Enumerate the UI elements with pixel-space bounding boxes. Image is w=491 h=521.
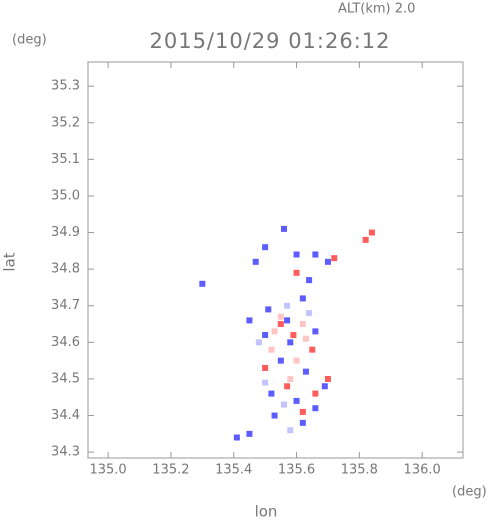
echo-cell bbox=[262, 332, 269, 339]
echo-cell bbox=[252, 258, 259, 265]
echo-cell bbox=[299, 408, 306, 415]
echo-cell bbox=[233, 434, 240, 441]
echo-cell bbox=[246, 430, 253, 437]
echo-cell bbox=[280, 225, 287, 232]
echo-cell bbox=[368, 229, 375, 236]
y-tick-label: 34.5 bbox=[51, 371, 80, 386]
echo-cell bbox=[293, 357, 300, 364]
echo-cell bbox=[290, 332, 297, 339]
echo-cell bbox=[293, 251, 300, 258]
echo-cell bbox=[299, 295, 306, 302]
echo-cell bbox=[312, 328, 319, 335]
y-tick-label: 35.1 bbox=[51, 152, 80, 167]
echo-cell bbox=[287, 427, 294, 434]
echo-cell bbox=[268, 346, 275, 353]
echo-cell bbox=[287, 375, 294, 382]
x-tick-label: 135.2 bbox=[152, 463, 189, 478]
echo-cell bbox=[199, 280, 206, 287]
y-tick-label: 34.7 bbox=[51, 298, 80, 313]
x-tick-label: 135.6 bbox=[278, 463, 315, 478]
echo-cell bbox=[309, 346, 316, 353]
plot-frame bbox=[87, 61, 464, 459]
echo-cell bbox=[268, 390, 275, 397]
echo-cell bbox=[324, 258, 331, 265]
echo-cell bbox=[362, 236, 369, 243]
echo-cell bbox=[271, 412, 278, 419]
echo-cell bbox=[299, 419, 306, 426]
echo-cell bbox=[284, 302, 291, 309]
y-tick-label: 34.6 bbox=[51, 335, 80, 350]
echo-cell bbox=[312, 251, 319, 258]
echo-cell bbox=[277, 321, 284, 328]
echo-cell bbox=[312, 405, 319, 412]
chart-title: 2015/10/29 01:26:12 bbox=[149, 29, 390, 53]
echo-cell bbox=[271, 328, 278, 335]
echo-cell bbox=[331, 255, 338, 262]
echo-cell bbox=[265, 306, 272, 313]
echo-cell bbox=[321, 383, 328, 390]
y-tick-label: 35.3 bbox=[51, 79, 80, 94]
echo-cell bbox=[284, 317, 291, 324]
echo-cell bbox=[277, 357, 284, 364]
echo-cell bbox=[287, 339, 294, 346]
y-tick-label: 34.4 bbox=[51, 408, 80, 423]
echo-cell bbox=[255, 339, 262, 346]
y-tick-label: 35.0 bbox=[51, 188, 80, 203]
x-unit: (deg) bbox=[452, 485, 487, 500]
echo-cell bbox=[324, 375, 331, 382]
echo-cell bbox=[306, 277, 313, 284]
echo-cell bbox=[277, 313, 284, 320]
x-tick-label: 135.8 bbox=[341, 463, 378, 478]
x-tick-label: 135.0 bbox=[89, 463, 126, 478]
y-tick-label: 34.8 bbox=[51, 262, 80, 277]
y-tick-label: 34.3 bbox=[51, 445, 80, 460]
y-axis-label: lat bbox=[1, 252, 19, 271]
echo-cell bbox=[302, 335, 309, 342]
y-tick-label: 34.9 bbox=[51, 225, 80, 240]
echo-cell bbox=[302, 368, 309, 375]
echo-cell bbox=[312, 390, 319, 397]
echo-cell bbox=[262, 379, 269, 386]
echo-cell bbox=[284, 383, 291, 390]
y-tick-label: 35.2 bbox=[51, 115, 80, 130]
echo-cell bbox=[306, 310, 313, 317]
echo-cell bbox=[280, 401, 287, 408]
echo-cell bbox=[299, 321, 306, 328]
x-tick-label: 135.4 bbox=[215, 463, 252, 478]
echo-cell bbox=[246, 317, 253, 324]
echo-cell bbox=[262, 244, 269, 251]
x-tick-label: 136.0 bbox=[404, 463, 441, 478]
echo-cell bbox=[293, 397, 300, 404]
echo-cell bbox=[262, 364, 269, 371]
y-unit: (deg) bbox=[12, 33, 47, 48]
altitude-label: ALT(km) 2.0 bbox=[338, 2, 415, 17]
echo-cell bbox=[293, 269, 300, 276]
x-axis-label: lon bbox=[255, 503, 278, 521]
